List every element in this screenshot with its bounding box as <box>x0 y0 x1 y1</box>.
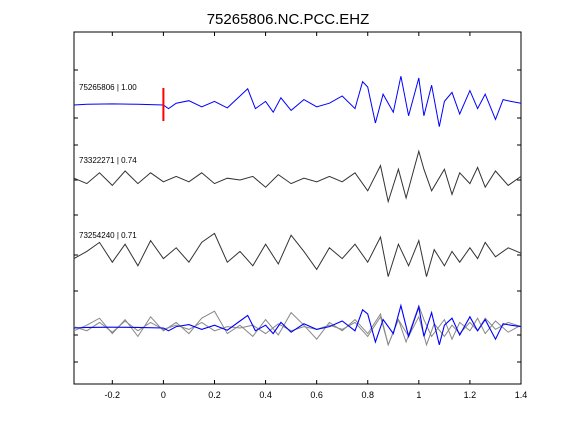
trace-label-layer: 75265806 | 1.00 73322271 | 0.74 73254240 |… <box>79 83 137 240</box>
x-tick-label: 0 <box>161 390 166 400</box>
x-tick-label: 0.2 <box>208 390 221 400</box>
x-tick-label: 0.6 <box>310 390 323 400</box>
x-tick-label: 1 <box>416 390 421 400</box>
tick-layer: -0.2 0 0.2 0.4 0.6 0.8 1 1.2 1.4 <box>74 32 527 400</box>
x-tick-label: 0.8 <box>361 390 374 400</box>
x-tick-label: -0.2 <box>105 390 121 400</box>
overlay-trace-line <box>73 310 522 347</box>
trace-label: 73322271 | 0.74 <box>79 156 137 165</box>
trace-line <box>73 149 522 204</box>
trace-line <box>73 232 522 277</box>
trace-layer <box>73 76 522 347</box>
trace-line <box>73 76 522 127</box>
trace-label: 73254240 | 0.71 <box>79 231 137 240</box>
x-tick-label: 1.4 <box>515 390 528 400</box>
x-tick-label: 0.4 <box>259 390 272 400</box>
overlay-trace-line <box>73 304 522 347</box>
trace-label: 75265806 | 1.00 <box>79 83 137 92</box>
x-tick-label: 1.2 <box>464 390 477 400</box>
plot-frame <box>73 31 522 385</box>
chart-title: 75265806.NC.PCC.EHZ <box>207 11 370 28</box>
overlay-master-trace-line <box>73 303 522 345</box>
